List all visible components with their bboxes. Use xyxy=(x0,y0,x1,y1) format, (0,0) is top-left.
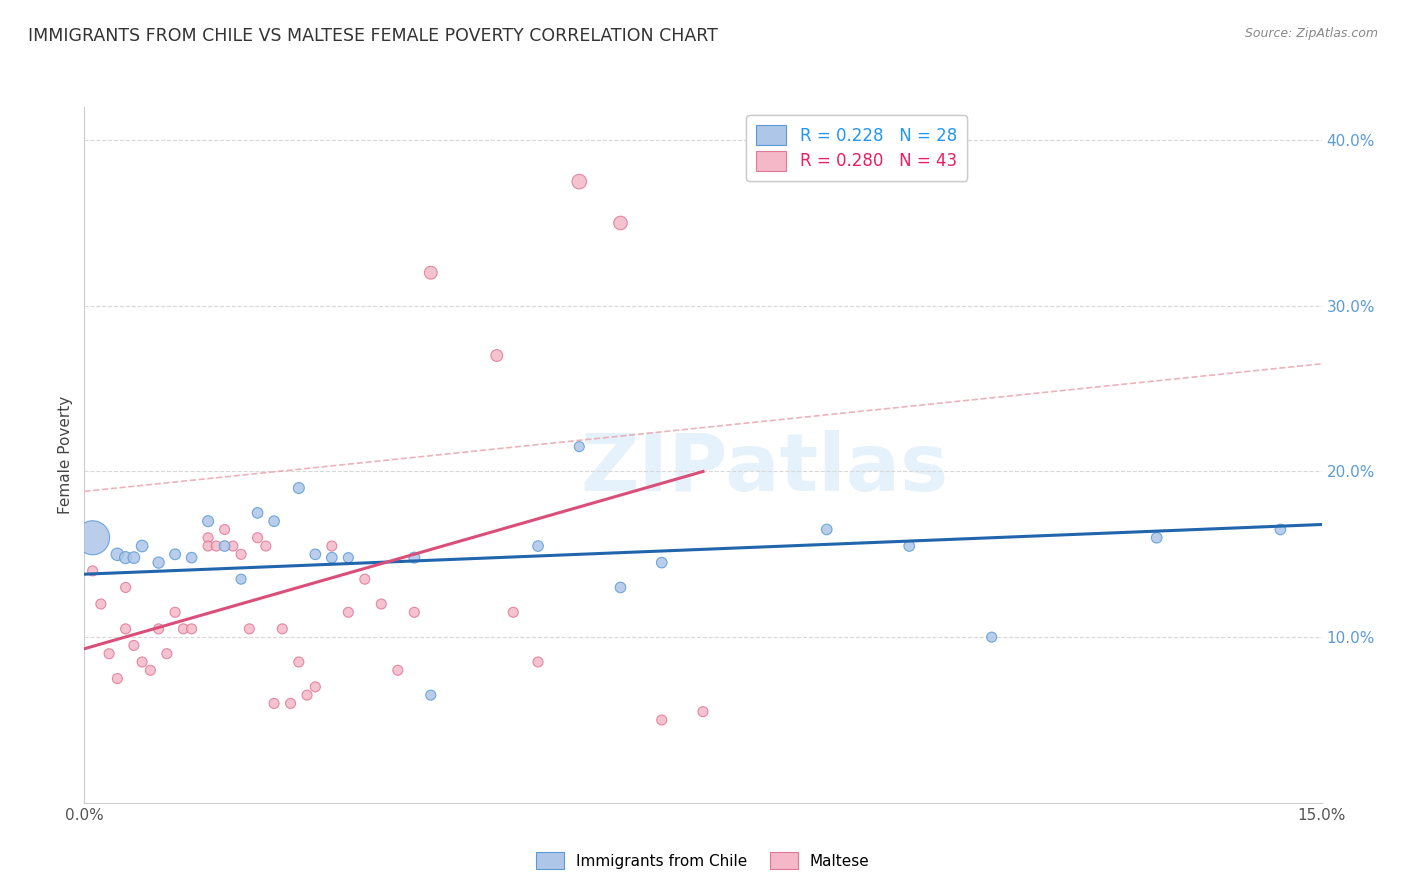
Point xyxy=(222,539,245,553)
Point xyxy=(815,523,838,537)
Point xyxy=(122,639,145,653)
Point xyxy=(304,547,326,561)
Point xyxy=(114,622,136,636)
Point xyxy=(692,705,714,719)
Point xyxy=(527,539,550,553)
Point xyxy=(197,514,219,528)
Point xyxy=(651,556,673,570)
Point xyxy=(288,481,311,495)
Point xyxy=(122,550,145,565)
Point xyxy=(337,550,360,565)
Point xyxy=(502,605,524,619)
Point xyxy=(419,266,441,280)
Point xyxy=(148,556,170,570)
Point xyxy=(280,697,302,711)
Point xyxy=(246,506,269,520)
Point xyxy=(568,440,591,454)
Point xyxy=(271,622,294,636)
Point xyxy=(114,581,136,595)
Point xyxy=(229,547,252,561)
Point xyxy=(609,581,631,595)
Point xyxy=(197,539,219,553)
Point xyxy=(263,514,285,528)
Point xyxy=(568,175,591,189)
Text: Source: ZipAtlas.com: Source: ZipAtlas.com xyxy=(1244,27,1378,40)
Point xyxy=(172,622,194,636)
Legend: R = 0.228   N = 28, R = 0.280   N = 43: R = 0.228 N = 28, R = 0.280 N = 43 xyxy=(747,115,967,180)
Point xyxy=(180,622,202,636)
Point xyxy=(90,597,112,611)
Point xyxy=(527,655,550,669)
Point xyxy=(205,539,228,553)
Point xyxy=(321,550,343,565)
Point xyxy=(105,547,128,561)
Point xyxy=(165,547,187,561)
Point xyxy=(180,550,202,565)
Point xyxy=(82,531,104,545)
Point xyxy=(419,688,441,702)
Point xyxy=(295,688,318,702)
Text: ZIPatlas: ZIPatlas xyxy=(581,430,949,508)
Point xyxy=(139,663,162,677)
Point xyxy=(485,349,508,363)
Point xyxy=(304,680,326,694)
Point xyxy=(651,713,673,727)
Point xyxy=(246,531,269,545)
Point xyxy=(238,622,260,636)
Text: IMMIGRANTS FROM CHILE VS MALTESE FEMALE POVERTY CORRELATION CHART: IMMIGRANTS FROM CHILE VS MALTESE FEMALE … xyxy=(28,27,718,45)
Legend: Immigrants from Chile, Maltese: Immigrants from Chile, Maltese xyxy=(530,846,876,875)
Point xyxy=(229,572,252,586)
Point xyxy=(197,531,219,545)
Point xyxy=(156,647,179,661)
Point xyxy=(82,564,104,578)
Point xyxy=(321,539,343,553)
Point xyxy=(1146,531,1168,545)
Point xyxy=(337,605,360,619)
Point xyxy=(165,605,187,619)
Point xyxy=(609,216,631,230)
Point xyxy=(214,523,236,537)
Point xyxy=(404,550,426,565)
Point xyxy=(353,572,375,586)
Point xyxy=(131,655,153,669)
Point xyxy=(105,672,128,686)
Point xyxy=(387,663,409,677)
Point xyxy=(263,697,285,711)
Point xyxy=(370,597,392,611)
Point xyxy=(98,647,121,661)
Y-axis label: Female Poverty: Female Poverty xyxy=(58,396,73,514)
Point xyxy=(148,622,170,636)
Point xyxy=(1270,523,1292,537)
Point xyxy=(114,550,136,565)
Point xyxy=(404,605,426,619)
Point xyxy=(214,539,236,553)
Point xyxy=(980,630,1002,644)
Point xyxy=(288,655,311,669)
Point xyxy=(131,539,153,553)
Point xyxy=(254,539,277,553)
Point xyxy=(898,539,921,553)
